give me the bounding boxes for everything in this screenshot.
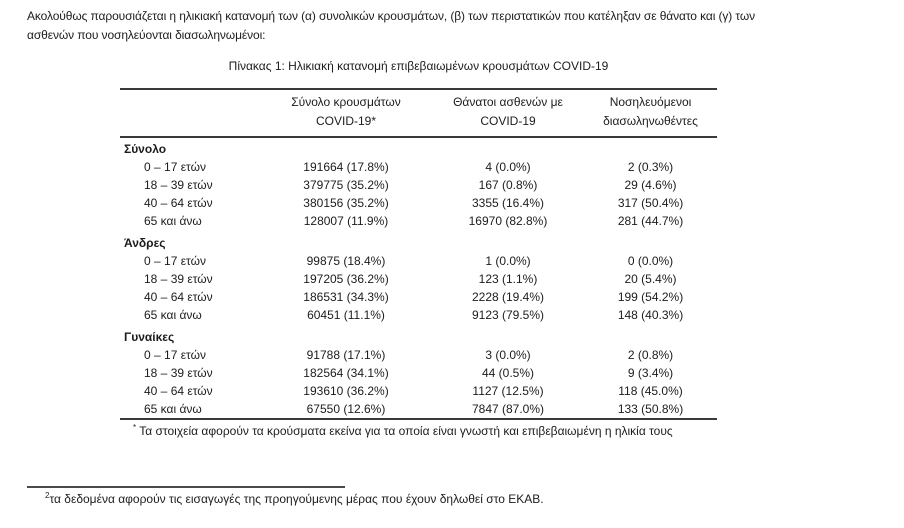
cases-cell: 379775 (35.2%) — [303, 178, 389, 192]
intubated-cell: 118 (45.0%) — [618, 384, 683, 398]
group-label: Γυναίκες — [124, 330, 175, 344]
table-row: 0 – 17 ετών 191664 (17.8%) 4 (0.0%) 2 (0.3%… — [120, 158, 717, 176]
age-label: 40 – 64 ετών — [144, 290, 213, 304]
intubated-cell: 29 (4.6%) — [624, 178, 677, 192]
deaths-cell: 2228 (19.4%) — [471, 290, 545, 304]
page-footnote-text: τα δεδομένα αφορούν τις εισαγωγές της πρ… — [49, 492, 544, 506]
table-header-row: Σύνολο κρουσμάτων COVID-19* Θάνατοι ασθε… — [120, 90, 717, 138]
cases-cell: 91788 (17.1%) — [306, 348, 386, 362]
table-row: 40 – 64 ετών 380156 (35.2%) 3355 (16.4%) 31… — [120, 194, 717, 212]
intubated-cell: 317 (50.4%) — [617, 196, 684, 210]
cases-cell: 128007 (11.9%) — [303, 214, 389, 228]
deaths-cell: 167 (0.8%) — [478, 178, 538, 192]
cases-cell: 197205 (36.2%) — [303, 272, 389, 286]
age-label: 18 – 39 ετών — [144, 272, 213, 286]
group-label: Άνδρες — [124, 236, 166, 250]
table-row: 0 – 17 ετών 99875 (18.4%) 1 (0.0%) 0 (0.0%) — [120, 252, 717, 270]
age-label: 40 – 64 ετών — [144, 384, 213, 398]
intubated-cell: 20 (5.4%) — [624, 272, 677, 286]
age-label: 65 και άνω — [144, 402, 202, 416]
intro-line-2: ασθενών που νοσηλεύονται διασωληνωμένοι: — [27, 28, 266, 42]
deaths-cell: 1 (0.0%) — [485, 254, 531, 268]
deaths-cell: 7847 (87.0%) — [471, 402, 545, 416]
deaths-cell: 123 (1.1%) — [478, 272, 538, 286]
intubated-cell: 2 (0.3%) — [627, 160, 674, 174]
table-row: 18 – 39 ετών 182564 (34.1%) 44 (0.5%) 9 (3.… — [120, 364, 717, 382]
table-row: 0 – 17 ετών 91788 (17.1%) 3 (0.0%) 2 (0.8%) — [120, 346, 717, 364]
age-label: 18 – 39 ετών — [144, 178, 213, 192]
cases-cell: 193610 (36.2%) — [303, 384, 389, 398]
table-row: 65 και άνω 128007 (11.9%) 16970 (82.8%) 281… — [120, 212, 717, 230]
age-label: 0 – 17 ετών — [144, 348, 206, 362]
deaths-cell: 9123 (79.5%) — [471, 308, 545, 322]
intubated-cell: 0 (0.0%) — [627, 254, 674, 268]
table-row: 40 – 64 ετών 186531 (34.3%) 2228 (19.4%) 19… — [120, 288, 717, 306]
table-row: 18 – 39 ετών 197205 (36.2%) 123 (1.1%) 20 (… — [120, 270, 717, 288]
cases-cell: 191664 (17.8%) — [303, 160, 389, 174]
age-label: 0 – 17 ετών — [144, 160, 206, 174]
deaths-cell: 1127 (12.5%) — [472, 384, 544, 398]
age-label: 18 – 39 ετών — [144, 366, 213, 380]
table-row: 65 και άνω 67550 (12.6%) 7847 (87.0%) 133 (… — [120, 400, 717, 418]
cases-cell: 182564 (34.1%) — [303, 366, 389, 380]
cases-cell: 67550 (12.6%) — [306, 402, 386, 416]
group-label-row: Γυναίκες — [120, 324, 717, 346]
header-cases: Σύνολο κρουσμάτων COVID-19* — [291, 95, 401, 128]
cases-cell: 186531 (34.3%) — [303, 290, 389, 304]
group-label-row: Σύνολο — [120, 138, 717, 158]
cases-cell: 60451 (11.1%) — [307, 308, 385, 322]
deaths-cell: 3355 (16.4%) — [471, 196, 545, 210]
age-label: 65 και άνω — [144, 308, 202, 322]
footnote-separator-rule — [27, 486, 345, 488]
intubated-cell: 199 (54.2%) — [617, 290, 684, 304]
deaths-cell: 16970 (82.8%) — [468, 214, 548, 228]
header-intubated: Νοσηλευόμενοι διασωληνωθέντες — [603, 95, 698, 128]
covid-age-table: Σύνολο κρουσμάτων COVID-19* Θάνατοι ασθε… — [120, 88, 717, 420]
intro-paragraph: Ακολούθως παρουσιάζεται η ηλικιακή καταν… — [27, 7, 755, 45]
table-body: Σύνολο 0 – 17 ετών 191664 (17.8%) 4 (0.0%) 2… — [120, 138, 717, 418]
age-label: 0 – 17 ετών — [144, 254, 206, 268]
table-row: 40 – 64 ετών 193610 (36.2%) 1127 (12.5%) 11… — [120, 382, 717, 400]
table-footnote-text: Τα στοιχεία αφορούν τα κρούσματα εκείνα … — [136, 424, 673, 438]
cases-cell: 99875 (18.4%) — [306, 254, 386, 268]
intubated-cell: 133 (50.8%) — [617, 402, 684, 416]
intro-line-1: Ακολούθως παρουσιάζεται η ηλικιακή καταν… — [27, 9, 756, 23]
age-label: 65 και άνω — [144, 214, 202, 228]
intubated-cell: 148 (40.3%) — [617, 308, 684, 322]
group-label: Σύνολο — [124, 142, 167, 156]
deaths-cell: 4 (0.0%) — [485, 160, 531, 174]
table-title: Πίνακας 1: Ηλικιακή κατανομή επιβεβαιωμέ… — [228, 59, 609, 73]
page-footnote: 2τα δεδομένα αφορούν τις εισαγωγές της π… — [45, 491, 544, 507]
page-footnote-marker: 2 — [45, 491, 50, 500]
table-footnote: * Τα στοιχεία αφορούν τα κρούσματα εκείν… — [120, 423, 717, 439]
table-row: 65 και άνω 60451 (11.1%) 9123 (79.5%) 148 (… — [120, 306, 717, 324]
age-label: 40 – 64 ετών — [144, 196, 213, 210]
intubated-cell: 281 (44.7%) — [617, 214, 684, 228]
deaths-cell: 3 (0.0%) — [485, 348, 531, 362]
group-label-row: Άνδρες — [120, 230, 717, 252]
table-footnote-marker: * — [133, 423, 137, 432]
table-row: 18 – 39 ετών 379775 (35.2%) 167 (0.8%) 29 (… — [120, 176, 717, 194]
header-deaths: Θάνατοι ασθενών με COVID-19 — [453, 95, 563, 128]
cases-cell: 380156 (35.2%) — [303, 196, 389, 210]
intubated-cell: 2 (0.8%) — [627, 348, 674, 362]
intubated-cell: 9 (3.4%) — [627, 366, 674, 380]
header-empty-cell — [120, 93, 260, 131]
deaths-cell: 44 (0.5%) — [481, 366, 535, 380]
